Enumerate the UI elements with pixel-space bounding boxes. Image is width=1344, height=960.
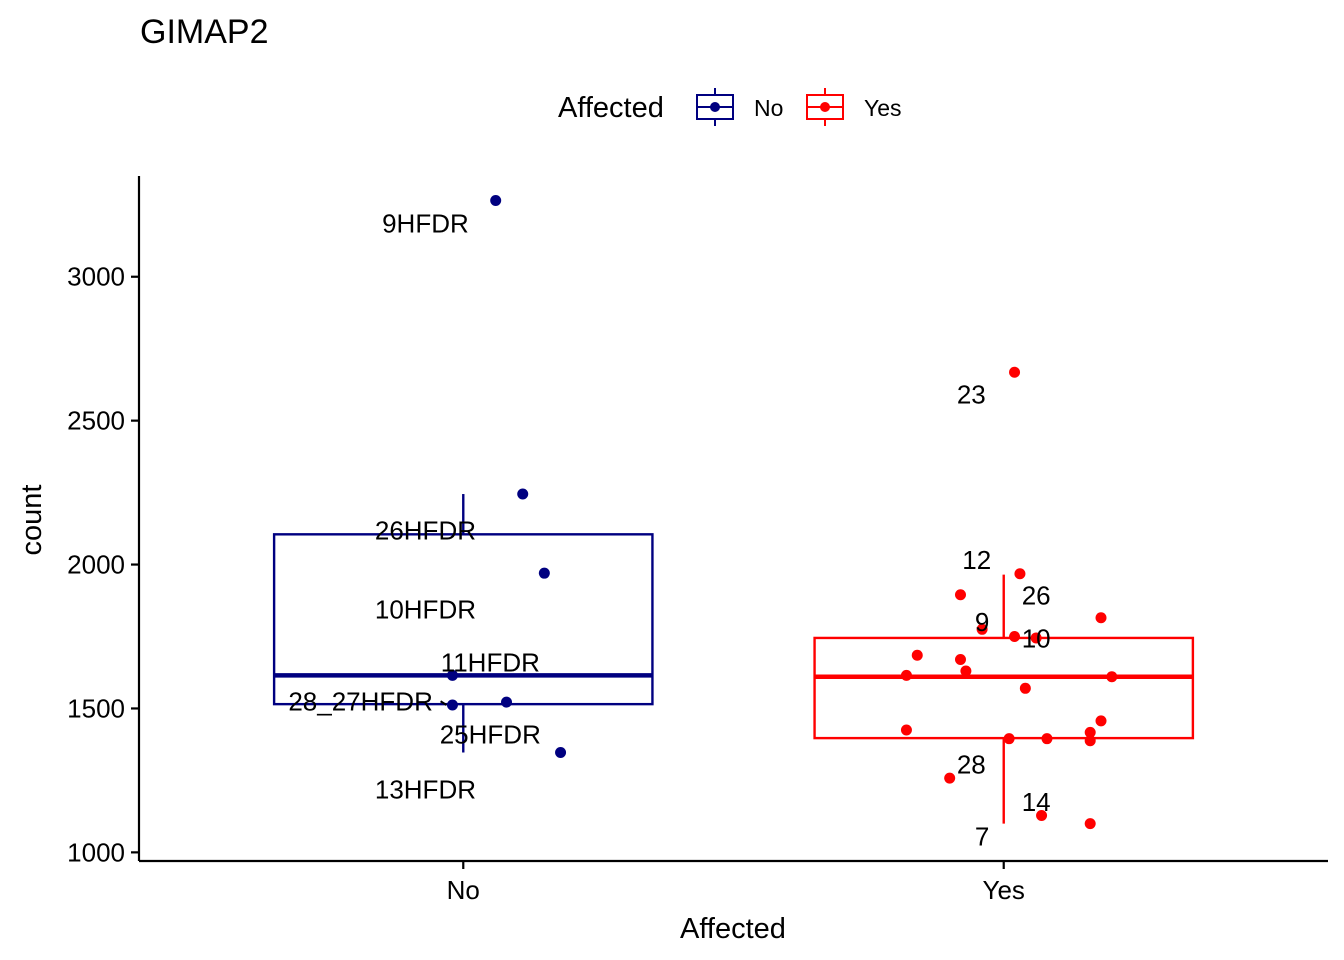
data-point	[960, 665, 972, 677]
x-axis-ticks: No Yes	[447, 861, 1025, 905]
point-label: 26HFDR	[375, 516, 476, 546]
x-tick-label: No	[447, 875, 480, 905]
data-point	[954, 654, 966, 666]
box	[272, 533, 654, 706]
point-label: 10HFDR	[375, 595, 476, 625]
data-point	[900, 669, 912, 681]
data-point	[538, 567, 550, 579]
point-label: 12	[962, 545, 991, 575]
data-point	[1030, 632, 1042, 644]
point-label: 28	[957, 750, 986, 780]
data-point	[1084, 726, 1096, 738]
data-point	[900, 724, 912, 736]
data-point	[1095, 612, 1107, 624]
data-point	[501, 696, 513, 708]
point-label: 26	[1022, 580, 1051, 610]
data-point	[1003, 733, 1015, 745]
point-label: 10	[1022, 624, 1051, 654]
data-point	[1036, 810, 1048, 822]
legend-key-point	[820, 102, 830, 112]
data-point	[954, 589, 966, 601]
label-leader-line	[440, 700, 448, 706]
legend: Affected No Yes	[558, 88, 902, 126]
data-point	[1084, 818, 1096, 830]
legend-entry-yes: Yes	[806, 88, 902, 126]
data-point	[1009, 366, 1021, 378]
data-point	[1019, 682, 1031, 694]
y-tick-label: 1000	[67, 837, 125, 867]
data-point	[1095, 715, 1107, 727]
data-point	[1106, 671, 1118, 683]
y-tick-label: 3000	[67, 262, 125, 292]
y-tick-label: 2000	[67, 550, 125, 580]
point-label: 9	[975, 607, 989, 637]
data-point	[446, 669, 458, 681]
data-point	[490, 194, 502, 206]
point-label: 13HFDR	[375, 775, 476, 805]
data-point	[944, 772, 956, 784]
data-point	[911, 649, 923, 661]
point-label: 7	[975, 822, 989, 852]
point-label: 25HFDR	[440, 719, 541, 749]
legend-label: No	[754, 95, 783, 121]
x-axis-title: Affected	[680, 913, 786, 945]
y-axis-ticks: 1000 1500 2000 2500 3000	[67, 262, 139, 867]
data-point	[1041, 733, 1053, 745]
point-label: 23	[957, 380, 986, 410]
y-tick-label: 2500	[67, 406, 125, 436]
point-label: 14	[1022, 787, 1051, 817]
data-point	[976, 623, 988, 635]
data-point	[446, 699, 458, 711]
data-point	[517, 488, 529, 500]
data-point	[1084, 735, 1096, 747]
chart-title: GIMAP2	[140, 13, 268, 51]
data-point	[555, 746, 567, 758]
point-label: 28_27HFDR	[288, 686, 433, 716]
series-yes: 23 12 26 9 10 28 14 7	[813, 366, 1195, 852]
legend-label: Yes	[864, 95, 902, 121]
y-axis-title: count	[16, 485, 48, 556]
legend-title: Affected	[558, 92, 664, 124]
data-point	[1014, 568, 1026, 580]
point-label: 11HFDR	[441, 647, 540, 677]
point-label: 9HFDR	[382, 208, 469, 238]
y-tick-label: 1500	[67, 693, 125, 723]
legend-entry-no: No	[696, 88, 783, 126]
box	[813, 636, 1195, 740]
x-tick-label: Yes	[983, 875, 1025, 905]
legend-key-point	[710, 102, 720, 112]
data-point	[1009, 631, 1021, 643]
